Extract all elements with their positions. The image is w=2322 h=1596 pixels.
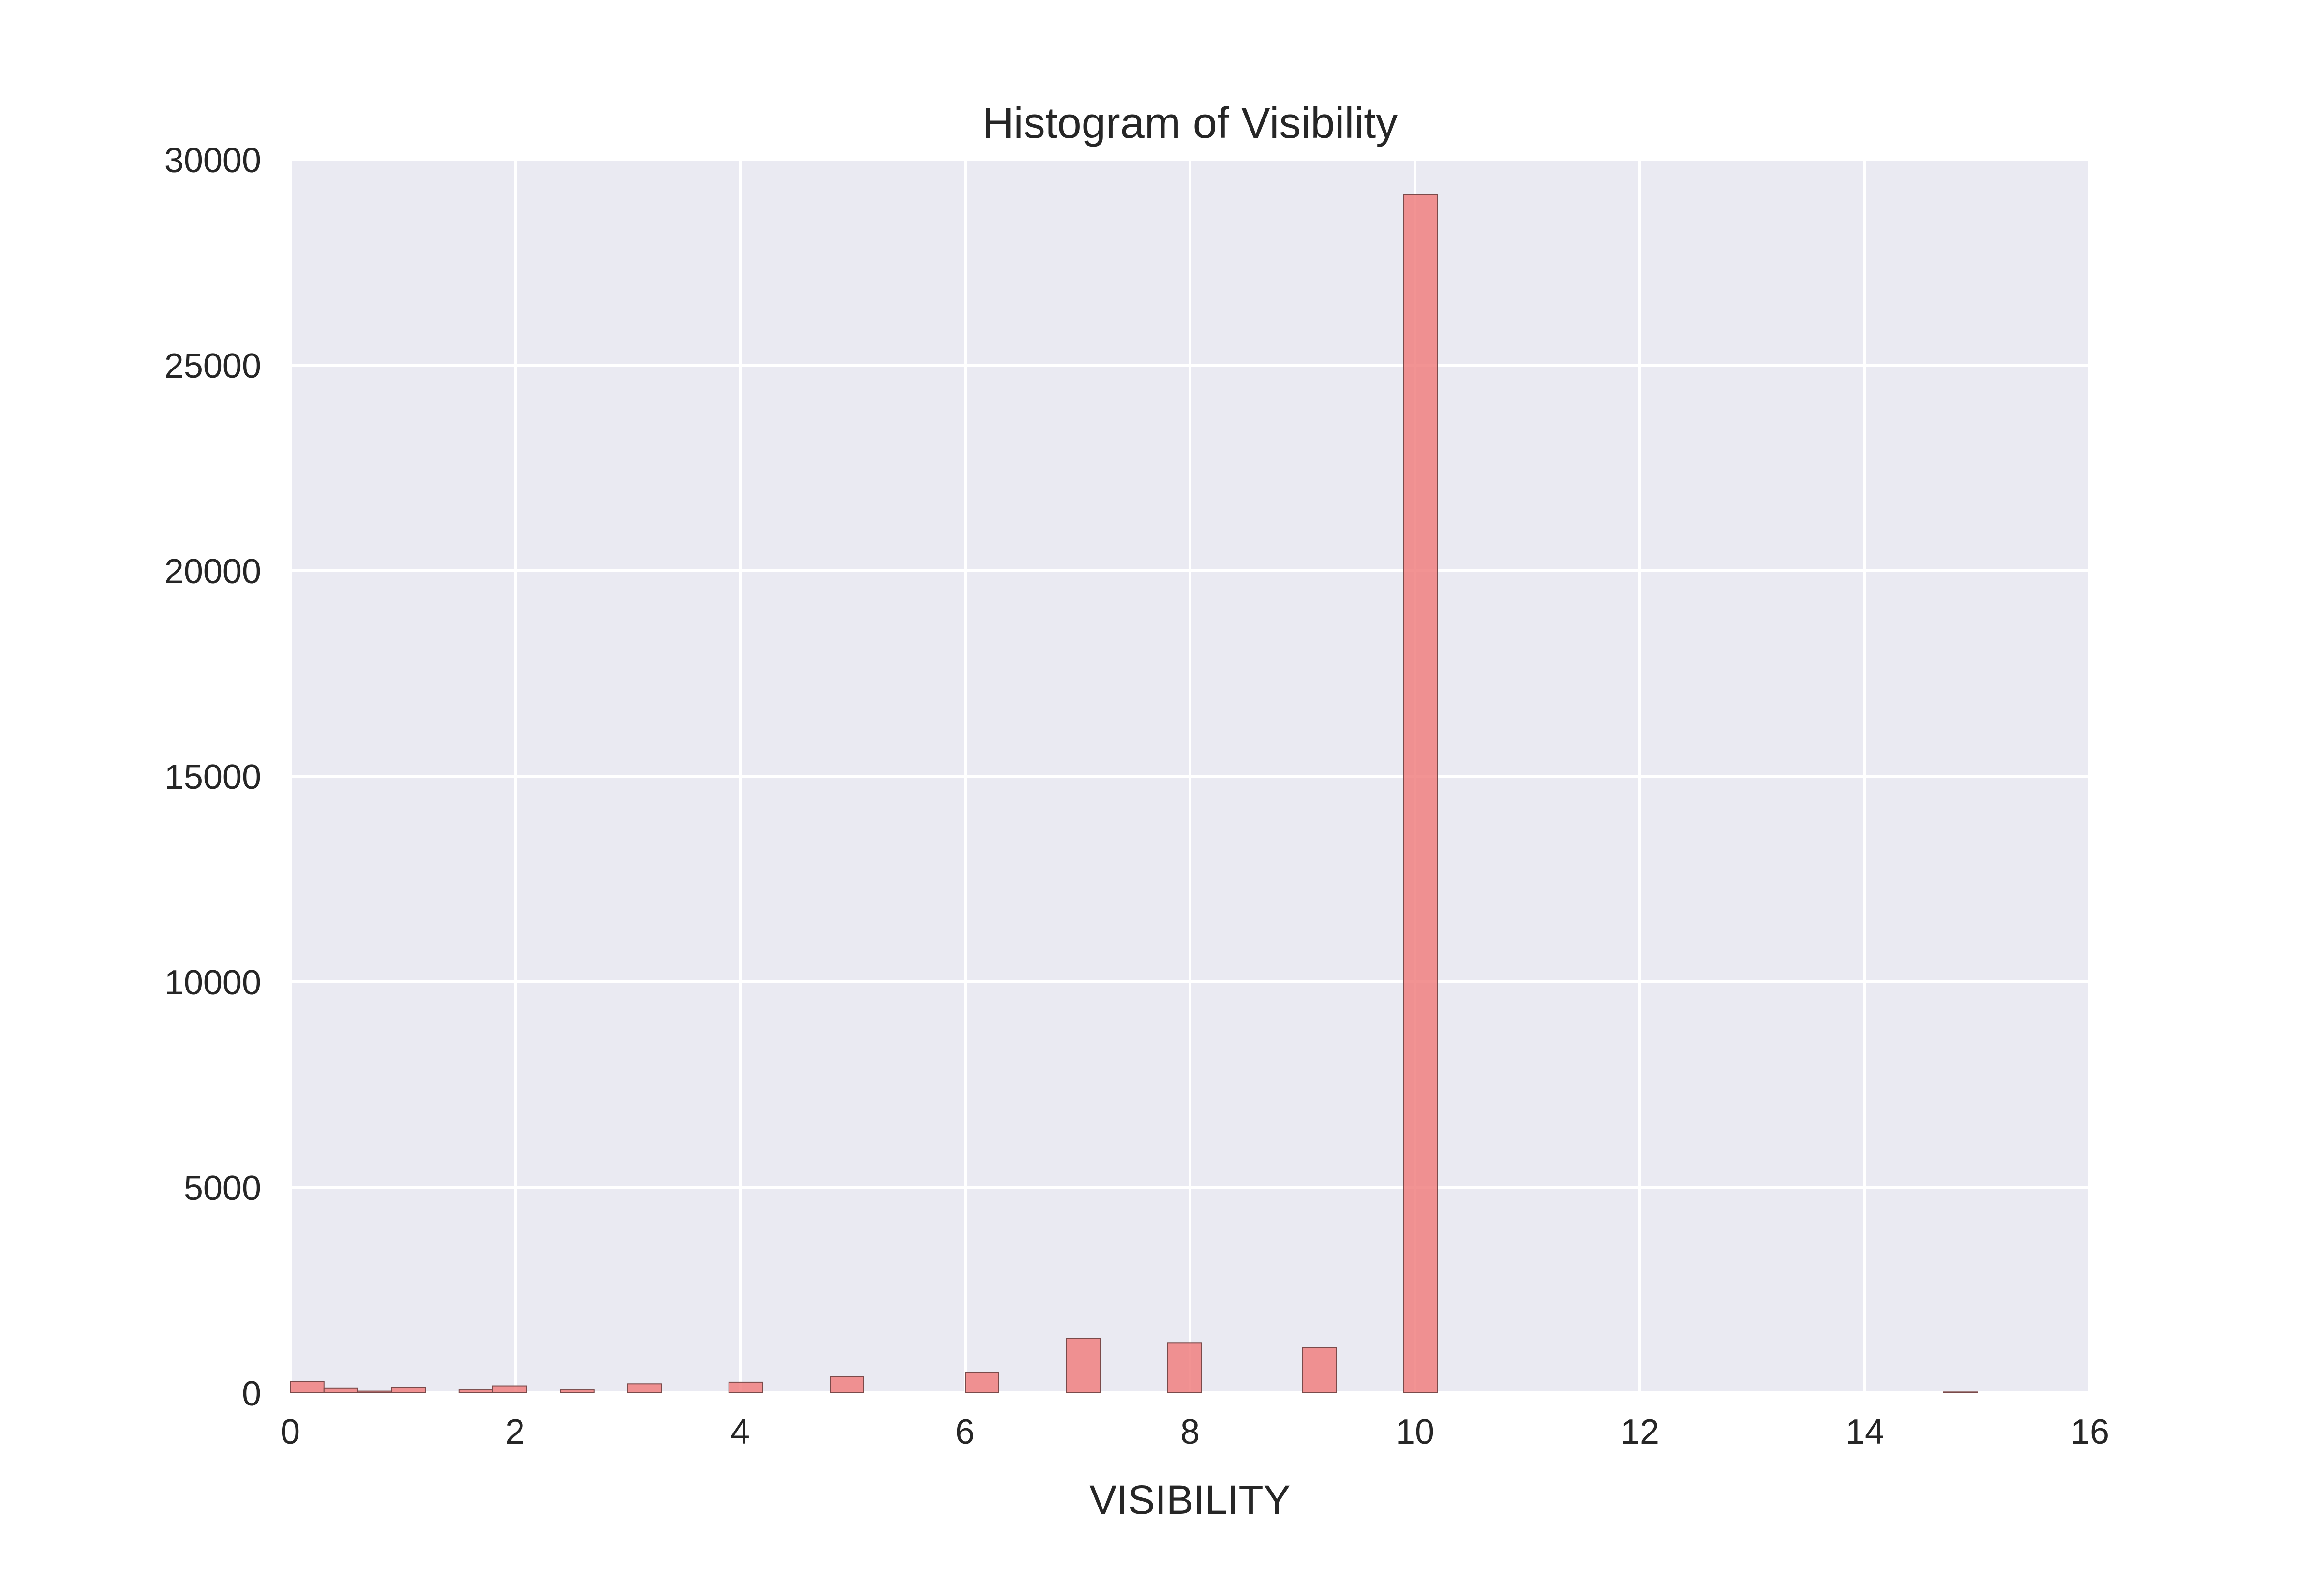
y-tick-label: 10000 <box>164 963 261 1002</box>
histogram-bar <box>627 1383 662 1394</box>
histogram-bars <box>290 194 1978 1394</box>
histogram-bar <box>1302 1347 1337 1393</box>
histogram-bar <box>728 1381 763 1393</box>
histogram-bar <box>357 1390 392 1394</box>
x-tick-labels: 0 2 4 6 8 10 12 14 16 <box>281 1413 2109 1451</box>
y-tick-label: 15000 <box>164 758 261 797</box>
x-tick-label: 2 <box>506 1413 525 1451</box>
x-axis-title: VISIBILITY <box>1089 1477 1291 1522</box>
histogram-bar <box>965 1372 999 1393</box>
y-tick-label: 5000 <box>184 1169 261 1208</box>
y-tick-label: 30000 <box>164 141 261 180</box>
histogram-bar <box>290 1381 325 1393</box>
histogram-bar <box>323 1387 358 1394</box>
histogram-bar <box>1167 1342 1202 1394</box>
x-tick-label: 6 <box>955 1413 975 1451</box>
histogram-bar <box>391 1387 426 1393</box>
histogram-bar <box>458 1389 493 1394</box>
y-tick-label: 20000 <box>164 552 261 591</box>
y-tick-label: 25000 <box>164 347 261 385</box>
x-tick-label: 4 <box>730 1413 750 1451</box>
y-tick-labels: 0 5000 10000 15000 20000 25000 30000 <box>164 141 261 1413</box>
x-tick-label: 12 <box>1621 1413 1659 1451</box>
x-tick-label: 14 <box>1846 1413 1884 1451</box>
x-tick-label: 16 <box>2070 1413 2109 1451</box>
histogram-bar <box>1066 1338 1101 1394</box>
x-tick-label: 10 <box>1396 1413 1434 1451</box>
histogram-bar <box>830 1376 864 1394</box>
histogram-bar <box>1943 1391 1978 1394</box>
histogram-bar <box>492 1385 527 1394</box>
histogram-bar <box>1403 194 1438 1393</box>
histogram-bar <box>560 1389 595 1394</box>
x-tick-label: 8 <box>1180 1413 1200 1451</box>
x-tick-label: 0 <box>281 1413 300 1451</box>
chart-title: Histogram of Visibility <box>982 99 1398 148</box>
y-tick-label: 0 <box>242 1374 261 1413</box>
